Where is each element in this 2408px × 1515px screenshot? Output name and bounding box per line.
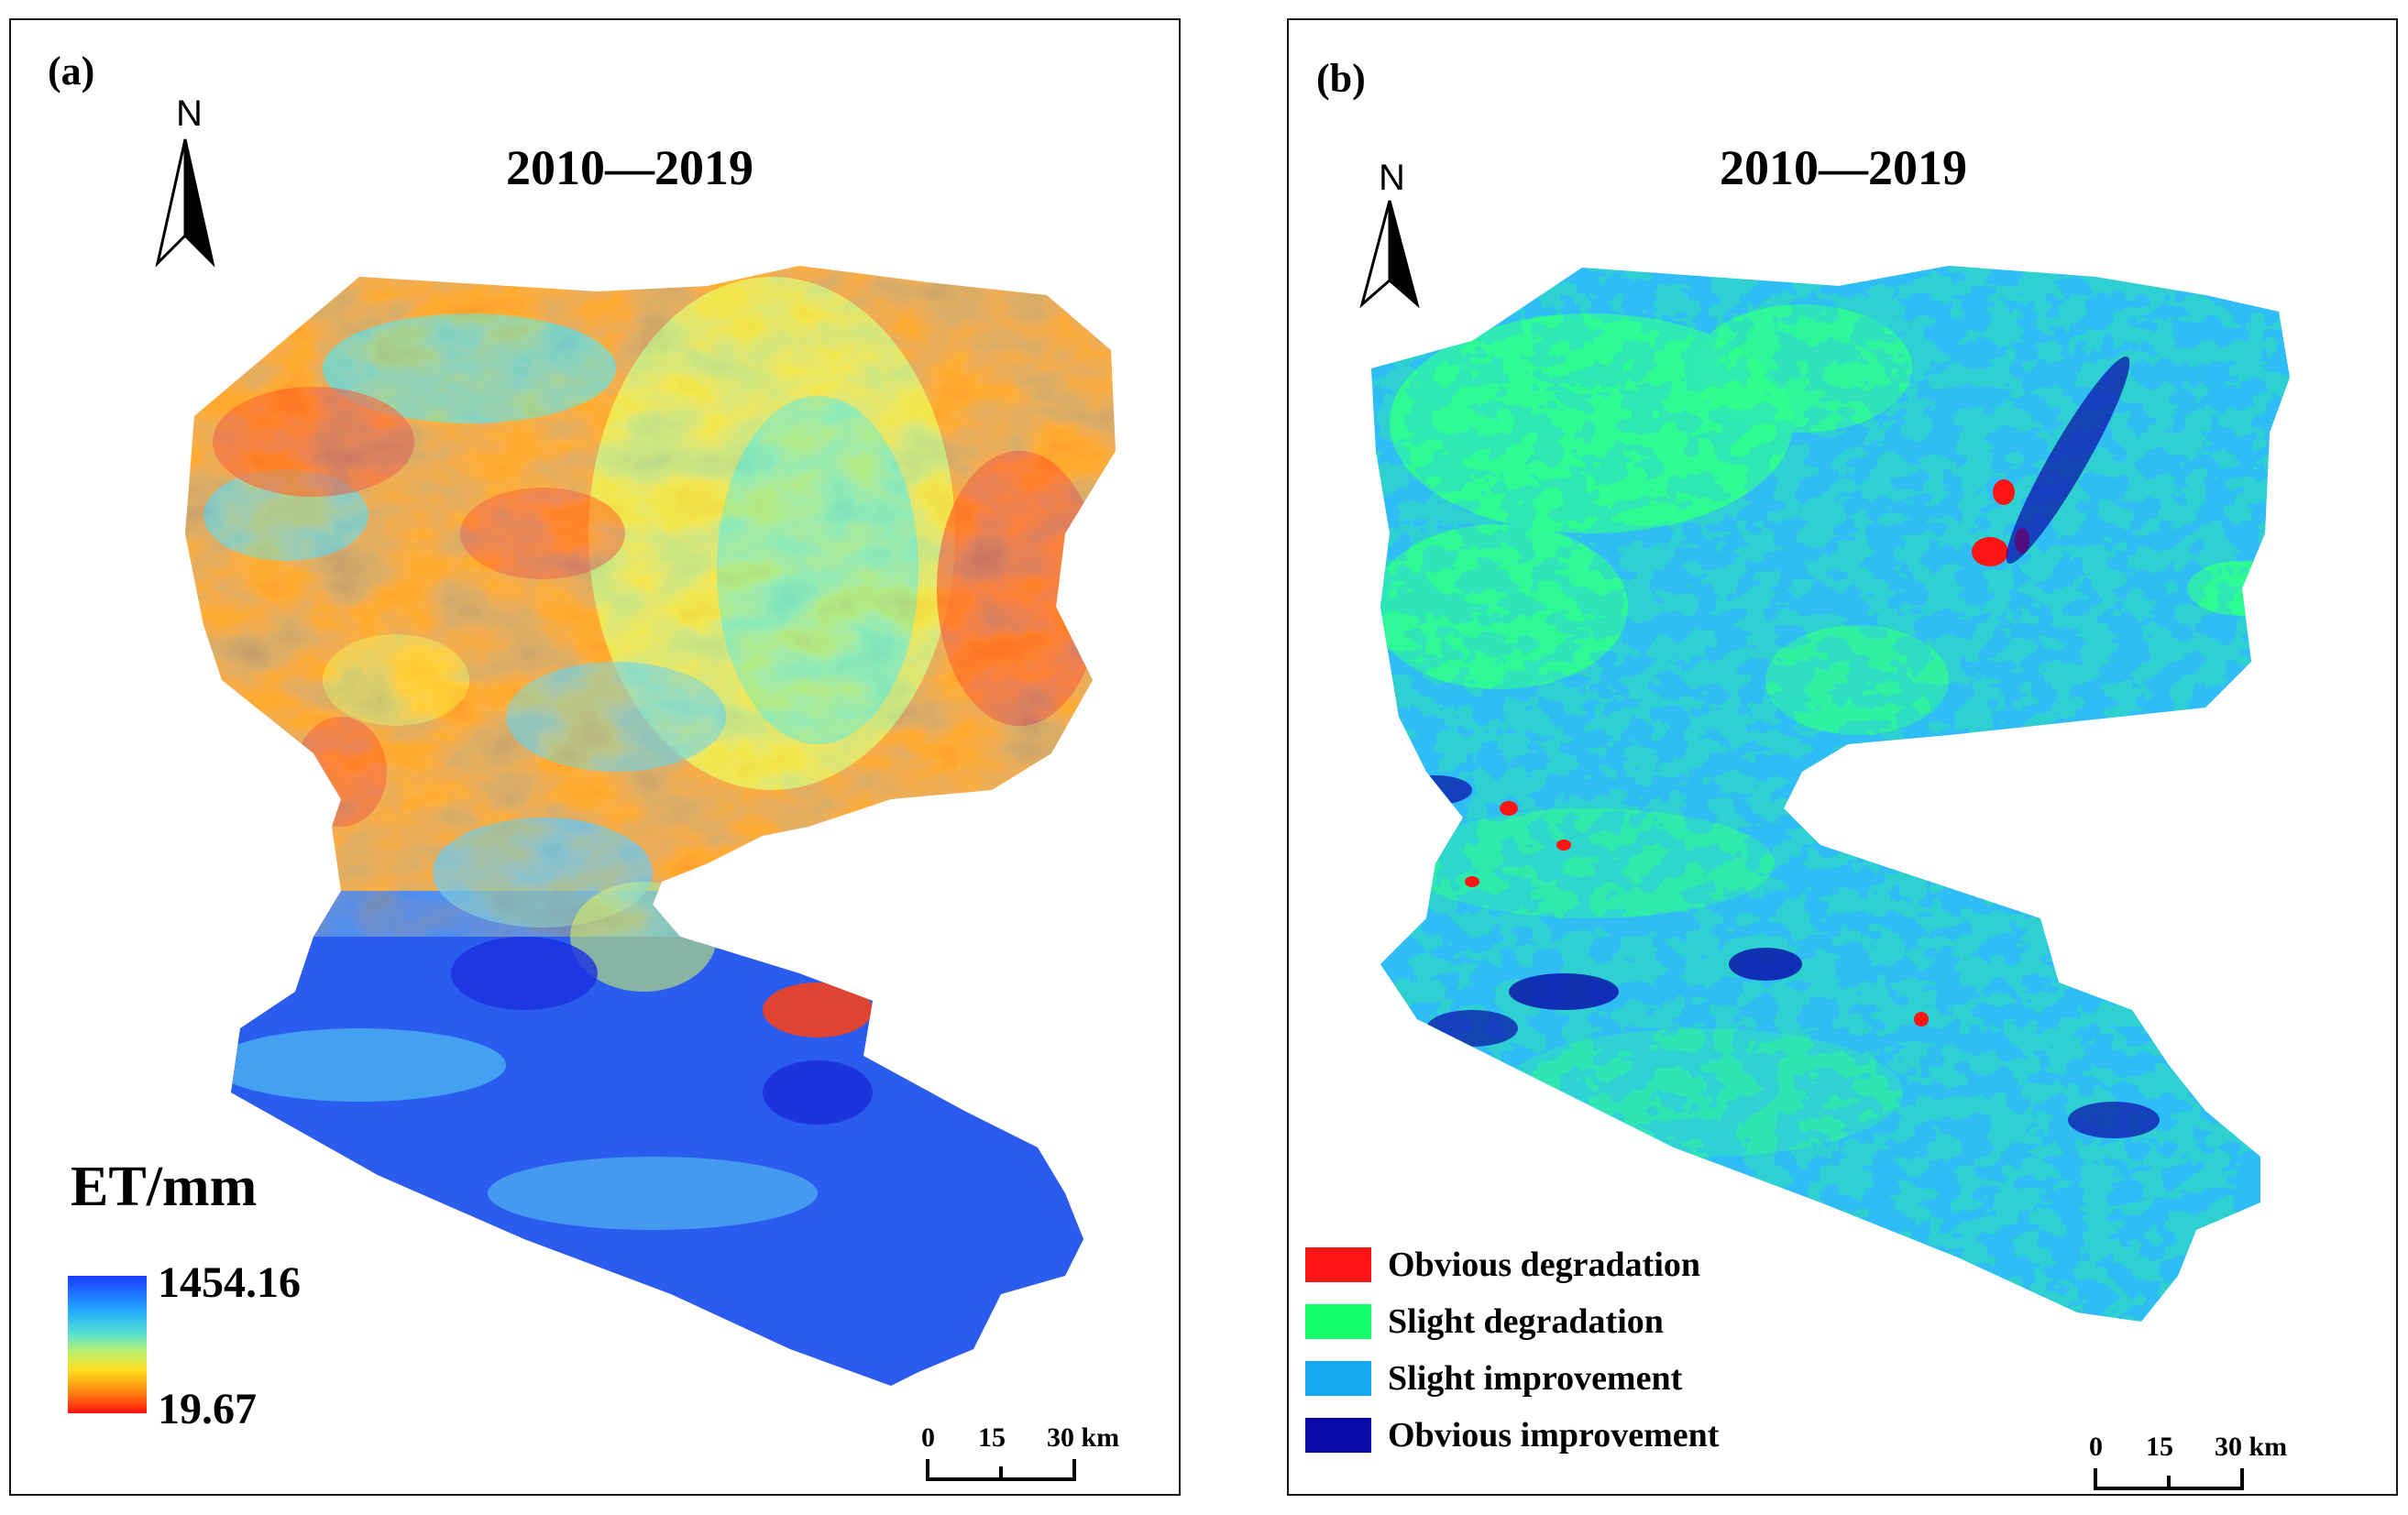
legend-min-value: 19.67 xyxy=(158,1385,257,1433)
legend-swatch xyxy=(1305,1418,1371,1453)
map-title-b: 2010—2019 xyxy=(1720,140,1967,195)
scale-tick-0: 0 xyxy=(2089,1432,2103,1462)
legend-swatch xyxy=(1305,1247,1371,1282)
trend-classification-map xyxy=(1371,266,2290,1322)
north-arrow-icon xyxy=(155,138,215,268)
panel-label-a: (a) xyxy=(48,49,95,93)
legend-label: Slight improvement xyxy=(1388,1359,1683,1398)
legend-label: Slight degradation xyxy=(1388,1302,1664,1341)
legend-item-slight-degradation: Slight degradation xyxy=(1305,1301,1664,1342)
panel-trend-map: (b) 2010—2019 N xyxy=(1287,18,2398,1496)
scale-tick-0: 0 xyxy=(921,1422,935,1453)
legend-item-obvious-improvement: Obvious improvement xyxy=(1305,1415,1719,1455)
et-raster-map xyxy=(185,266,1116,1386)
north-arrow-b: N xyxy=(1353,158,1426,332)
et-colorbar xyxy=(68,1276,147,1413)
legend-swatch xyxy=(1305,1361,1371,1396)
scale-tick-15: 15 xyxy=(2146,1432,2173,1462)
scale-tick-15: 15 xyxy=(978,1422,1006,1453)
scale-bar-b: 0 15 30 km xyxy=(2086,1432,2287,1496)
legend-item-slight-improvement: Slight improvement xyxy=(1305,1358,1682,1399)
north-arrow-icon xyxy=(1359,200,1420,309)
scale-tick-30: 30 km xyxy=(1047,1422,1120,1453)
map-title-a: 2010—2019 xyxy=(506,140,753,195)
legend-title: ET/mm xyxy=(71,1156,258,1218)
scale-line xyxy=(926,1459,1076,1481)
legend-max-value: 1454.16 xyxy=(158,1258,301,1307)
legend-swatch xyxy=(1305,1304,1371,1339)
scale-tick-30: 30 km xyxy=(2215,1432,2288,1462)
panel-et-map: (a) 2010—2019 N xyxy=(9,18,1181,1496)
panel-label-b: (b) xyxy=(1316,56,1366,101)
legend-label: Obvious degradation xyxy=(1388,1246,1701,1284)
north-letter-b: N xyxy=(1379,158,1405,198)
scale-line xyxy=(2094,1468,2244,1490)
north-letter-a: N xyxy=(176,93,203,134)
legend-item-obvious-degradation: Obvious degradation xyxy=(1305,1245,1700,1285)
scale-bar-a: 0 15 30 km xyxy=(918,1422,1119,1487)
legend-label: Obvious improvement xyxy=(1388,1416,1720,1455)
north-arrow-a: N xyxy=(148,93,222,268)
